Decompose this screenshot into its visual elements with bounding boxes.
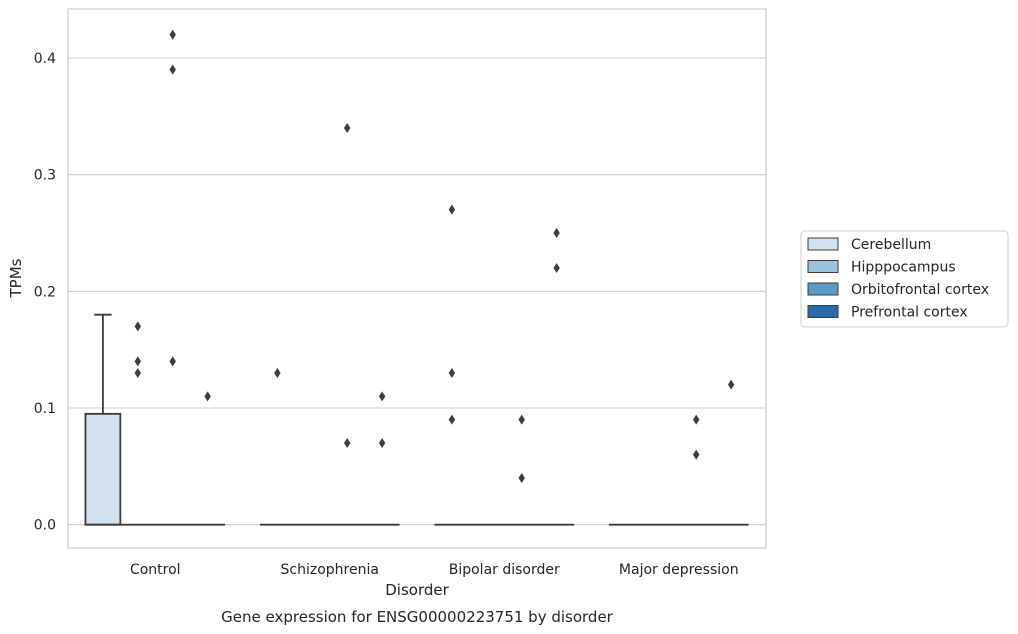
outlier-marker [274,368,281,378]
outlier-marker [448,368,456,378]
outlier-marker [169,29,176,40]
chart-title: Gene expression for ENSG00000223751 by d… [221,608,614,626]
legend-swatch [807,305,839,318]
outlier-marker [518,414,525,425]
legend-frame [800,230,1009,328]
outlier-marker [169,64,176,75]
outlier-marker [727,379,735,390]
y-tick-label: 0.0 [34,518,56,534]
outlier-marker [518,473,525,483]
outlier-marker [134,368,141,378]
outlier-marker [553,228,560,238]
outlier-marker [693,449,700,460]
box-body [84,412,122,526]
box-groups [84,313,749,526]
x-axis-label: Disorder [385,581,449,599]
outlier-marker [134,321,141,332]
x-tick-label: Bipolar disorder [449,562,560,578]
y-axis-ticks: 0.0 0.1 0.2 0.3 0.4 [34,51,56,534]
legend-swatch [807,282,839,296]
x-tick-label: Schizophrenia [281,562,379,578]
outlier-marker [378,391,386,402]
legend-label: Cerebellum [851,237,931,253]
outlier-marker [134,356,141,367]
legend-swatch [807,260,839,273]
outlier-marker [204,391,211,402]
legend-swatch [807,237,839,251]
outlier-marker [344,438,351,448]
outlier-marker [448,414,456,425]
outlier-points [134,29,735,483]
outlier-marker [553,263,560,273]
x-tick-label: Control [130,562,181,578]
legend-label: Hipppocampus [851,260,956,276]
outlier-marker [693,414,700,425]
outlier-marker [344,123,351,133]
outlier-marker [169,356,176,367]
y-tick-label: 0.2 [34,284,56,300]
plot-frame [67,8,767,549]
y-axis-label: TPMs [7,258,25,298]
x-tick-label: Major depression [619,562,739,578]
y-tick-label: 0.1 [34,401,56,417]
outlier-marker [378,438,386,448]
legend: Cerebellum Hipppocampus Orbitofrontal cort… [800,230,1009,328]
outlier-marker [448,204,456,215]
y-tick-label: 0.3 [34,168,56,184]
legend-label: Prefrontal cortex [851,305,968,321]
legend-label: Orbitofrontal cortex [851,282,989,298]
plot-background [68,9,766,548]
x-axis-ticks: Control Schizophrenia Bipolar disorder Majo… [130,562,739,578]
box-cerebellum [84,313,122,526]
y-tick-label: 0.4 [34,51,56,67]
